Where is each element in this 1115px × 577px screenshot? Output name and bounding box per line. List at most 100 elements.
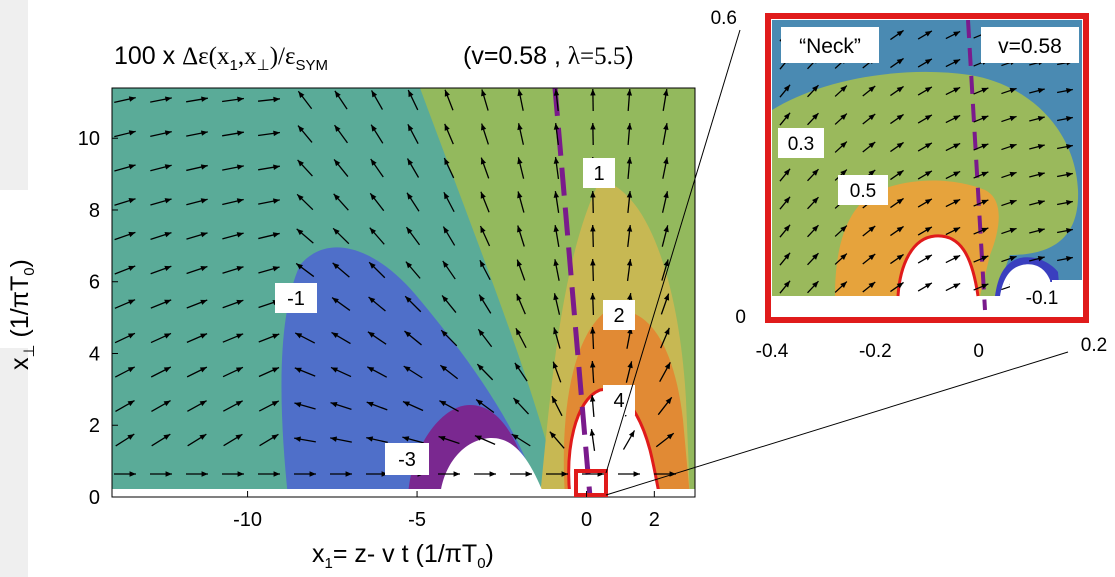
inset-flow-arrow — [1029, 143, 1045, 150]
flow-arrow — [366, 366, 388, 378]
inset-flow-arrow — [917, 114, 933, 124]
flow-arrow — [294, 367, 316, 377]
inset-flow-arrow — [945, 226, 961, 236]
inset-flow-arrow — [973, 115, 989, 123]
inset-flow-arrow — [890, 197, 904, 209]
flow-arrow — [366, 401, 388, 411]
flow-arrow — [590, 326, 596, 350]
inset-flow-arrow — [945, 114, 961, 124]
flow-arrow — [258, 366, 280, 378]
flow-arrow — [475, 398, 495, 414]
inset-flow-arrow — [1057, 144, 1073, 150]
flow-arrow — [660, 293, 670, 315]
flow-arrow — [553, 259, 560, 281]
flow-arrow — [150, 130, 172, 138]
contour-label-4: 4 — [613, 390, 624, 412]
inset-flow-arrow — [917, 226, 933, 236]
flow-arrow — [626, 259, 633, 281]
flow-arrow — [590, 190, 596, 214]
flow-arrow — [368, 261, 386, 279]
flow-arrow — [186, 96, 208, 103]
main-flow-arrows — [114, 88, 676, 477]
flow-arrow — [406, 192, 420, 212]
inset-flow-arrow — [807, 112, 819, 126]
inset-flow-arrow — [779, 224, 791, 238]
flow-arrow — [115, 433, 135, 447]
inset-flow-arrow — [1001, 199, 1017, 207]
flow-arrow — [546, 471, 568, 477]
flow-arrow — [590, 292, 596, 316]
label-box — [981, 27, 1079, 63]
flow-arrow — [366, 436, 388, 444]
flow-arrow — [114, 198, 136, 206]
flow-arrow — [222, 232, 244, 240]
flow-arrow — [150, 471, 172, 477]
main-y-label: x⊥ (1/πT0) — [6, 259, 38, 370]
flow-arrow — [187, 400, 207, 412]
flow-arrow — [517, 89, 524, 111]
inset-flow-arrow — [973, 143, 989, 151]
flow-arrow — [294, 436, 316, 443]
inset-y-tick-label: 0.6 — [711, 8, 737, 29]
inset-flow-arrow — [779, 84, 791, 98]
zoom-region-box — [574, 469, 608, 497]
flow-arrow — [369, 227, 385, 245]
inset-flow-arrow — [862, 253, 876, 265]
inset-flow-arrow — [945, 254, 961, 264]
inset-frame — [765, 13, 1089, 323]
inset-flow-arrow — [890, 29, 904, 41]
inset-flow-arrow — [834, 113, 848, 125]
flow-arrow — [115, 399, 135, 413]
flow-arrow — [222, 299, 244, 309]
flow-arrow — [332, 227, 350, 245]
flow-arrow — [297, 125, 313, 143]
flow-arrow — [590, 224, 596, 248]
flow-arrow — [186, 265, 208, 275]
inset-flow-arrow — [1057, 172, 1073, 178]
inset-flow-arrow — [973, 255, 989, 263]
flow-arrow — [479, 259, 491, 281]
flow-arrow — [258, 266, 280, 274]
flow-arrow — [186, 198, 208, 206]
inset-x-tick-label: -0.2 — [859, 341, 892, 362]
inset-flow-arrow — [807, 168, 819, 182]
contour-label-1: 1 — [593, 163, 604, 185]
y-tick-label: 2 — [89, 415, 100, 437]
flow-arrow — [150, 164, 172, 172]
flow-arrow — [661, 259, 669, 281]
flow-arrow — [476, 363, 494, 381]
flow-arrow — [150, 265, 172, 275]
flow-arrow — [186, 471, 208, 477]
flow-arrow — [512, 397, 530, 415]
flow-arrow — [438, 471, 460, 477]
contour-label-2: 2 — [613, 305, 624, 327]
flow-arrow — [369, 192, 385, 212]
flow-arrow — [150, 299, 172, 309]
inset-flow-arrow — [945, 170, 961, 180]
flow-arrow — [444, 123, 454, 145]
flow-arrow — [186, 366, 208, 378]
inset-flow-arrow — [779, 112, 791, 126]
inset-title-close-quote: ” — [854, 35, 861, 58]
inset-flow-arrow — [834, 253, 848, 265]
bottom-white-band — [112, 489, 695, 497]
flow-arrow — [439, 400, 459, 412]
flow-arrow — [150, 366, 172, 378]
inset-flow-arrow — [973, 171, 989, 179]
flow-arrow — [589, 429, 596, 451]
flow-arrow — [366, 471, 388, 477]
inset-flow-arrow — [973, 227, 989, 235]
inset-flow-arrow — [1001, 143, 1017, 151]
inset-flow-arrow — [917, 58, 933, 68]
flow-arrow — [479, 225, 491, 247]
inset-param-label: v=0.58 — [998, 35, 1062, 58]
flow-arrow — [517, 157, 525, 179]
label-box — [1010, 282, 1074, 312]
flow-arrow — [296, 193, 314, 211]
label-box — [778, 128, 824, 158]
flow-arrow — [333, 193, 349, 211]
flow-arrow — [626, 190, 633, 214]
flow-arrow — [330, 366, 352, 378]
flow-arrow — [438, 435, 460, 445]
